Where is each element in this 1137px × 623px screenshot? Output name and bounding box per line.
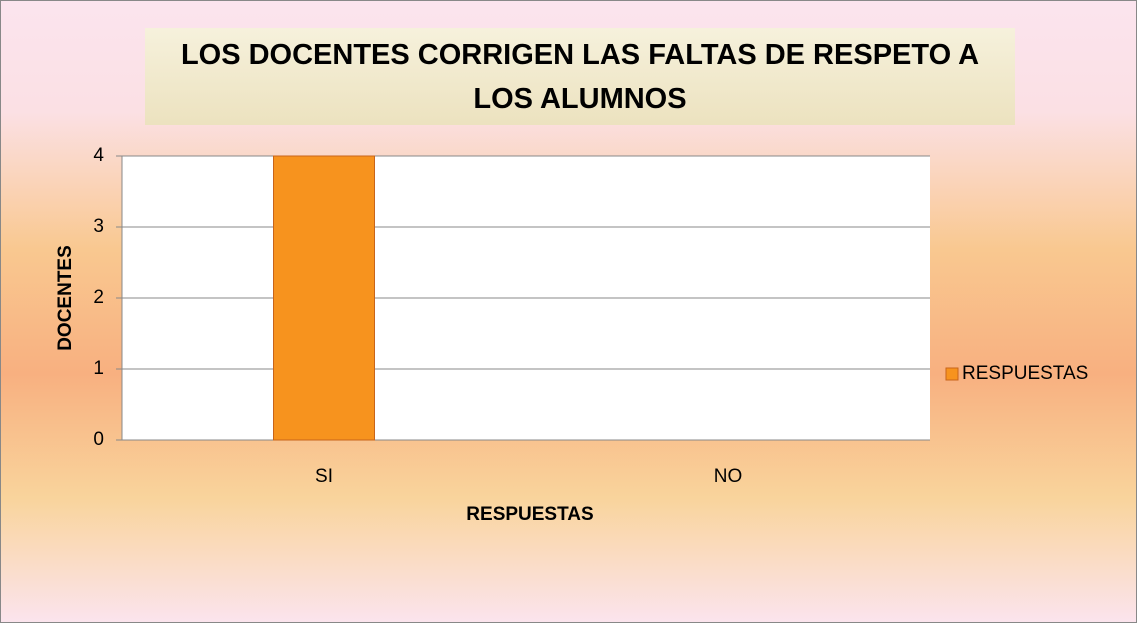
y-tick-label: 2 (93, 287, 104, 308)
y-tick-label: 1 (93, 358, 104, 379)
bar (273, 155, 375, 441)
chart-title: LOS DOCENTES CORRIGEN LAS FALTAS DE RESP… (180, 38, 980, 115)
y-tick-label: 4 (93, 145, 104, 166)
y-tick-label: 0 (93, 429, 104, 450)
legend-swatch (945, 367, 959, 381)
x-tick-label: SI (315, 466, 333, 487)
x-tick-label: NO (714, 466, 743, 487)
y-axis-label: DOCENTES (55, 245, 76, 351)
x-axis-label: RESPUESTAS (466, 504, 593, 525)
title-box: LOS DOCENTES CORRIGEN LAS FALTAS DE RESP… (145, 28, 1015, 125)
legend-label: RESPUESTAS (962, 363, 1088, 384)
y-tick-label: 3 (93, 216, 104, 237)
